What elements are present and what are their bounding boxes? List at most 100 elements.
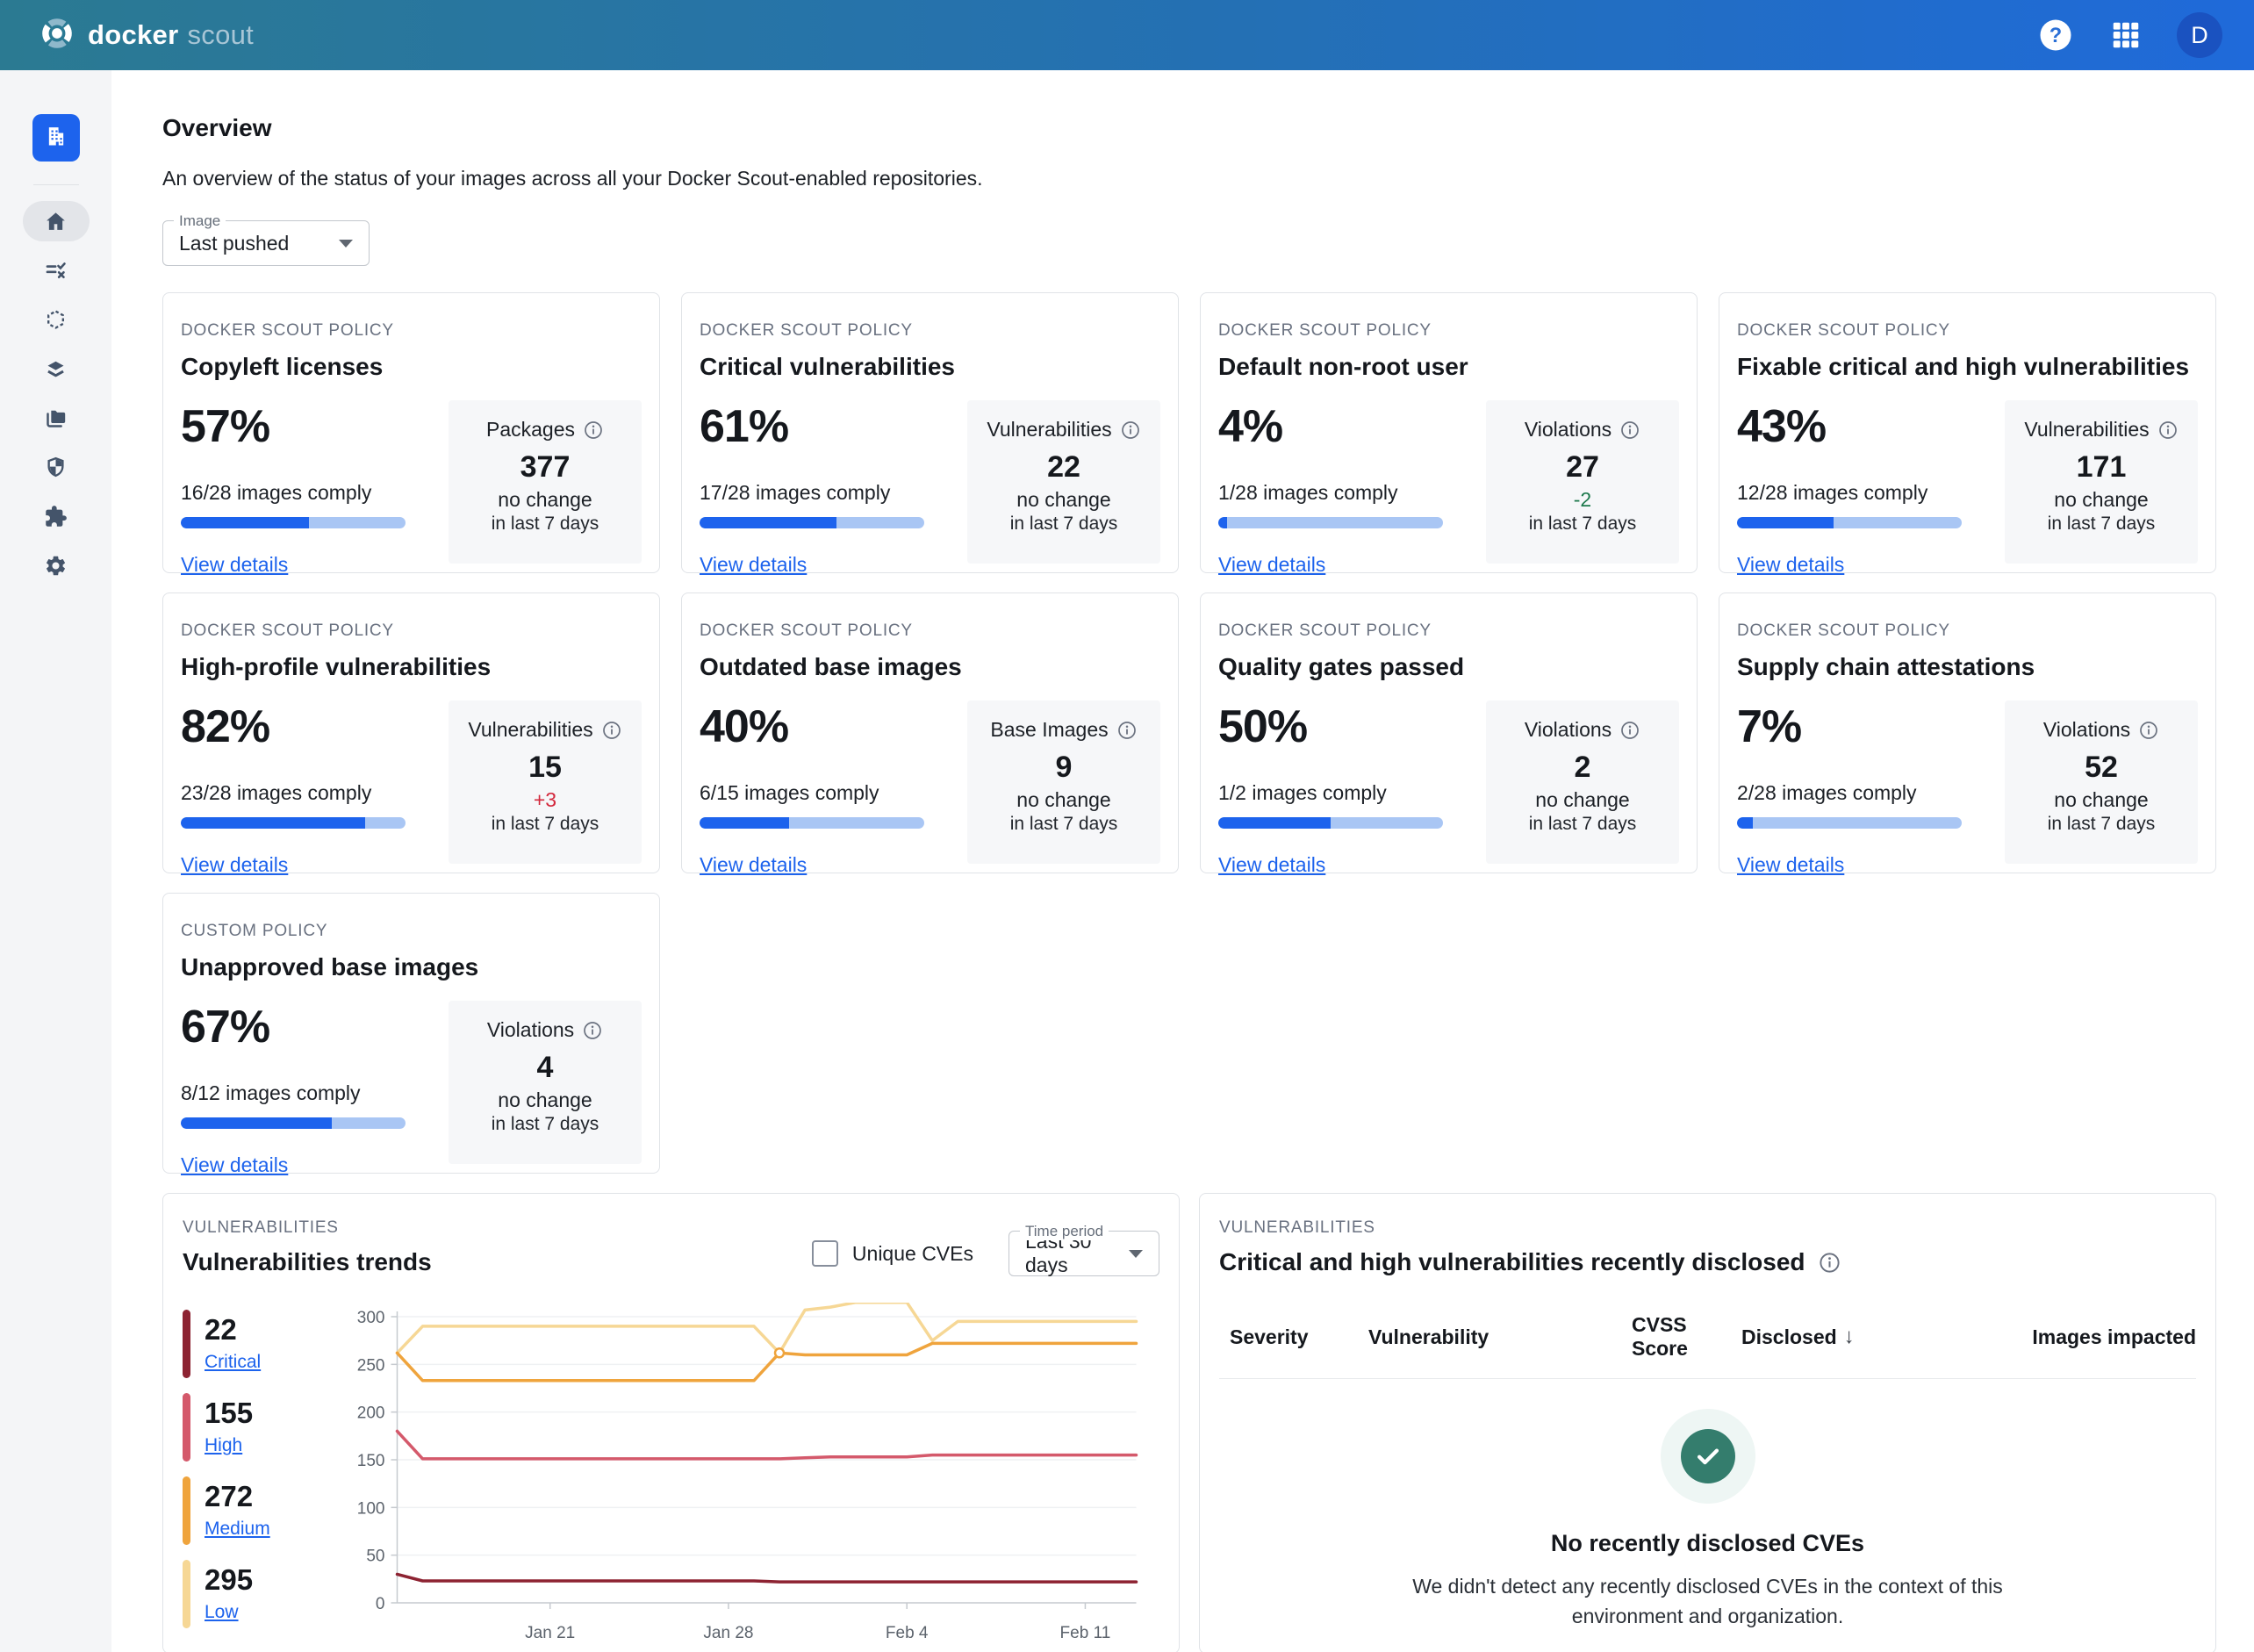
info-icon[interactable]: [1120, 420, 1141, 441]
trends-eyebrow: VULNERABILITIES: [183, 1218, 432, 1238]
stat-change: no change: [2005, 788, 2198, 812]
stat-period: in last 7 days: [967, 814, 1160, 835]
repositories-folder-icon: [44, 406, 68, 430]
severity-legend: 22 Critical 155 High 272 Medium 295 Low: [183, 1303, 341, 1649]
info-icon[interactable]: [583, 420, 604, 441]
images-cube-icon: [44, 308, 68, 332]
view-details-link[interactable]: View details: [700, 553, 807, 577]
stat-period: in last 7 days: [449, 514, 642, 535]
info-icon[interactable]: [601, 720, 622, 741]
stat-value: 9: [967, 751, 1160, 785]
info-icon[interactable]: [1116, 720, 1138, 741]
info-icon[interactable]: [1818, 1251, 1841, 1275]
policy-type-label: DOCKER SCOUT POLICY: [181, 621, 642, 641]
sidebar-item-policies[interactable]: [23, 250, 90, 291]
severity-link[interactable]: Medium: [205, 1519, 270, 1540]
vulnerabilities-trends-panel: VULNERABILITIES Vulnerabilities trends U…: [162, 1193, 1180, 1652]
svg-text:300: 300: [357, 1309, 385, 1327]
image-filter-select[interactable]: Image Last pushed: [162, 220, 370, 266]
policy-card: DOCKER SCOUT POLICY High-profile vulnera…: [162, 593, 660, 873]
help-icon[interactable]: ?: [2036, 16, 2075, 54]
docker-scout-logo[interactable]: docker scout: [39, 15, 254, 56]
avatar[interactable]: D: [2177, 12, 2222, 58]
policy-cards-grid: DOCKER SCOUT POLICY Copyleft licenses 57…: [162, 292, 2216, 1174]
sidebar-item-integrations[interactable]: [23, 496, 90, 536]
stat-period: in last 7 days: [2005, 814, 2198, 835]
severity-link[interactable]: Low: [205, 1602, 239, 1623]
unique-cves-checkbox[interactable]: Unique CVEs: [812, 1240, 973, 1267]
sidebar-item-organization[interactable]: [32, 114, 80, 162]
progress-fill: [1218, 817, 1331, 829]
compliance-percent: 67%: [181, 1001, 449, 1053]
policy-type-label: DOCKER SCOUT POLICY: [1218, 321, 1679, 341]
policy-type-label: DOCKER SCOUT POLICY: [1737, 621, 2198, 641]
view-details-link[interactable]: View details: [181, 1153, 288, 1177]
policy-type-label: DOCKER SCOUT POLICY: [700, 621, 1160, 641]
svg-text:150: 150: [357, 1452, 385, 1470]
sidebar-item-layers[interactable]: [23, 348, 90, 389]
view-details-link[interactable]: View details: [1737, 853, 1844, 877]
column-header-images-impacted[interactable]: Images impacted: [1943, 1325, 2196, 1349]
progress-fill: [700, 817, 789, 829]
svg-text:Feb 4: Feb 4: [886, 1624, 929, 1642]
view-details-link[interactable]: View details: [1737, 553, 1844, 577]
apps-grid-icon[interactable]: [2107, 16, 2145, 54]
view-details-link[interactable]: View details: [181, 853, 288, 877]
stat-change: no change: [967, 488, 1160, 512]
stat-change: no change: [449, 1088, 642, 1112]
compliance-percent: 50%: [1218, 700, 1486, 753]
home-icon: [44, 210, 68, 233]
empty-state-body: We didn't detect any recently disclosed …: [1375, 1571, 2042, 1631]
info-icon[interactable]: [1619, 420, 1640, 441]
info-icon[interactable]: [1619, 720, 1640, 741]
table-divider: [1219, 1378, 2196, 1379]
page-subtitle: An overview of the status of your images…: [162, 167, 2216, 190]
docker-scout-dashboard: docker scout ? D: [0, 0, 2254, 1652]
policy-title: Quality gates passed: [1218, 653, 1679, 681]
recently-disclosed-panel: VULNERABILITIES Critical and high vulner…: [1199, 1193, 2216, 1652]
column-header-cvss-score[interactable]: CVSS Score: [1632, 1313, 1741, 1361]
sidebar-item-vulnerabilities[interactable]: [23, 447, 90, 487]
svg-text:50: 50: [366, 1548, 384, 1566]
organization-building-icon: [44, 124, 68, 153]
severity-link[interactable]: Critical: [205, 1352, 261, 1373]
stat-box: Violations 27 -2 in last 7 days: [1486, 400, 1679, 564]
view-details-link[interactable]: View details: [1218, 553, 1325, 577]
info-icon[interactable]: [582, 1020, 603, 1041]
sidebar-item-settings[interactable]: [23, 545, 90, 585]
compliance-progress-bar: [1218, 817, 1443, 829]
severity-link[interactable]: High: [205, 1435, 242, 1456]
column-header-severity[interactable]: Severity: [1230, 1325, 1368, 1349]
time-period-label: Time period: [1020, 1223, 1109, 1240]
stat-value: 52: [2005, 751, 2198, 785]
stat-label: Violations: [487, 1018, 574, 1042]
compliance-percent: 40%: [700, 700, 967, 753]
sidebar-item-home[interactable]: [23, 201, 90, 241]
view-details-link[interactable]: View details: [1218, 853, 1325, 877]
docker-scout-logo-icon: [39, 15, 75, 56]
time-period-select[interactable]: Time period Last 30 days: [1009, 1231, 1159, 1276]
column-header-vulnerability[interactable]: Vulnerability: [1368, 1325, 1632, 1349]
sidebar: [0, 70, 111, 1652]
checkbox-icon[interactable]: [812, 1240, 838, 1267]
compliance-progress-bar: [181, 517, 406, 528]
disclosed-table-header: SeverityVulnerabilityCVSS ScoreDisclosed…: [1219, 1313, 2196, 1361]
info-icon[interactable]: [2157, 420, 2179, 441]
column-header-disclosed[interactable]: Disclosed↓: [1741, 1325, 1943, 1349]
policy-card: DOCKER SCOUT POLICY Critical vulnerabili…: [681, 292, 1179, 573]
vulnerabilities-shield-icon: [44, 456, 68, 479]
svg-text:Jan 28: Jan 28: [703, 1624, 753, 1642]
progress-fill: [181, 1117, 332, 1129]
view-details-link[interactable]: View details: [181, 553, 288, 577]
policy-title: Fixable critical and high vulnerabilitie…: [1737, 353, 2198, 381]
check-circle-icon: [1681, 1429, 1735, 1483]
svg-text:Feb 11: Feb 11: [1060, 1624, 1111, 1642]
sidebar-item-repositories[interactable]: [23, 398, 90, 438]
view-details-link[interactable]: View details: [700, 853, 807, 877]
sidebar-item-images[interactable]: [23, 299, 90, 340]
info-icon[interactable]: [2138, 720, 2159, 741]
compliance-progress-bar: [1737, 517, 1962, 528]
compliance-percent: 57%: [181, 400, 449, 453]
svg-text:Jan 21: Jan 21: [525, 1624, 575, 1642]
compliance-progress-bar: [700, 517, 924, 528]
